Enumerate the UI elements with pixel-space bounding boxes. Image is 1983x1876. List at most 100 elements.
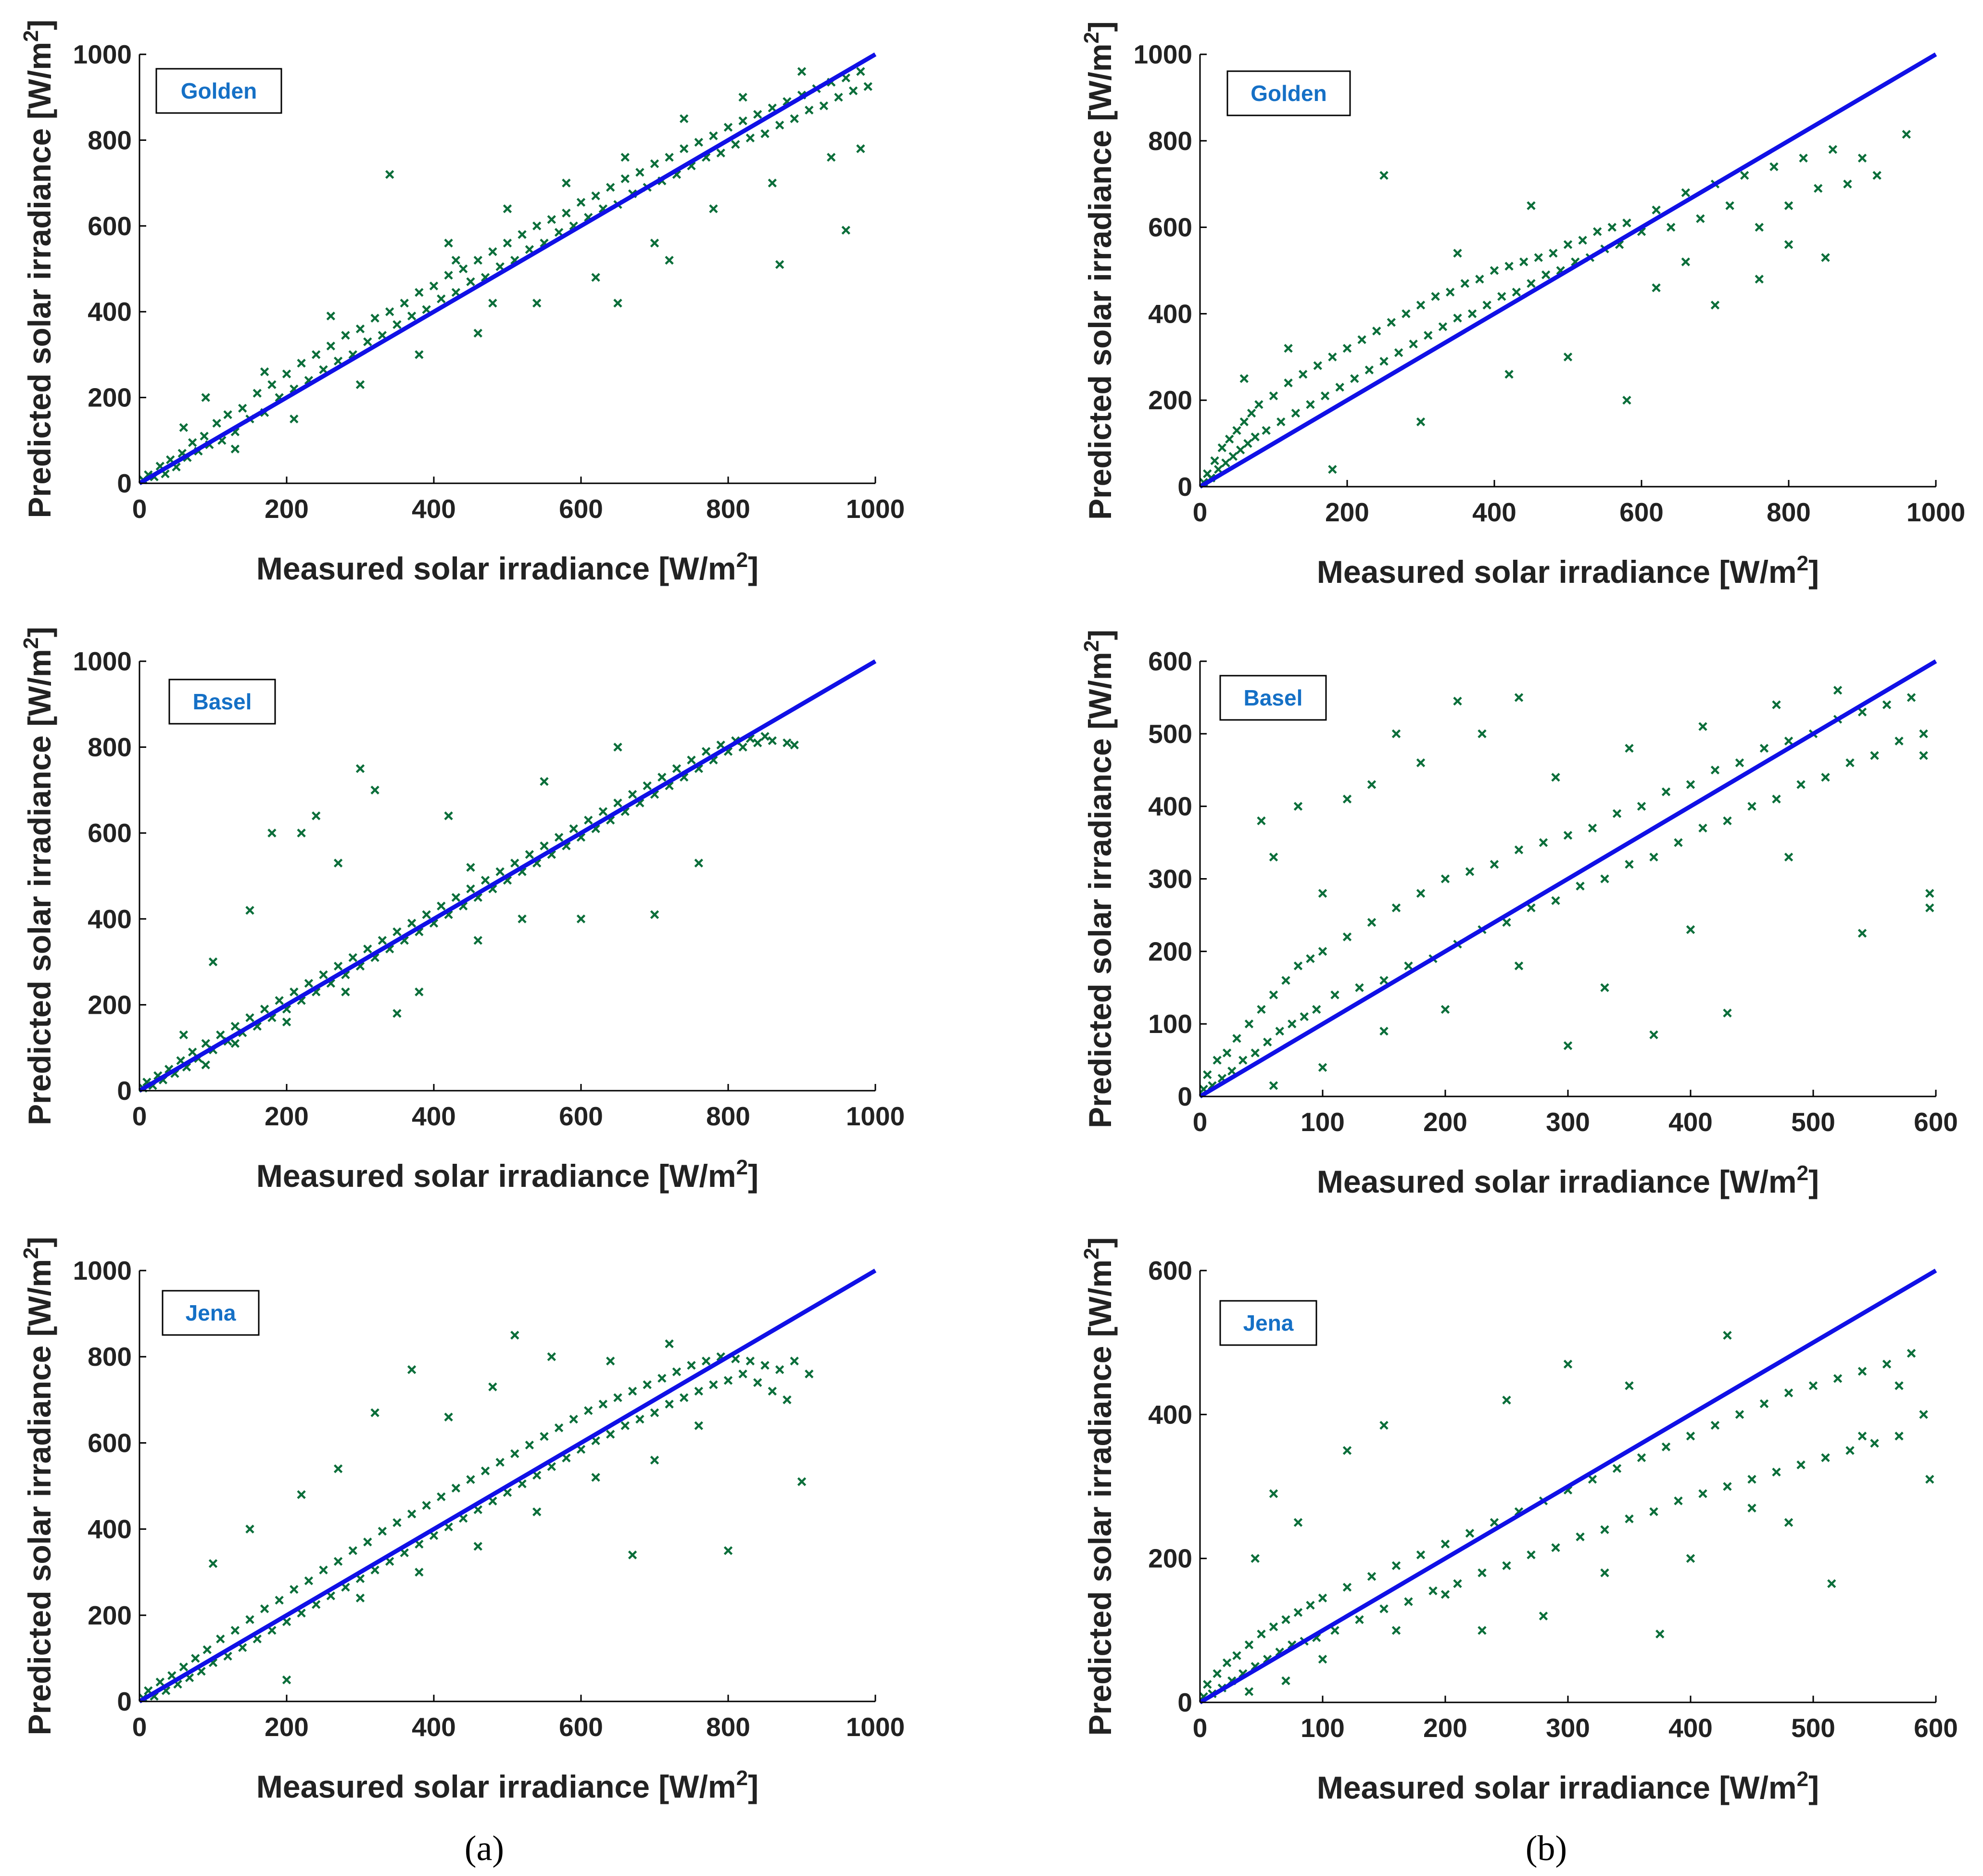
data-point — [1725, 201, 1734, 210]
data-point — [1243, 439, 1252, 448]
data-point — [1269, 1081, 1278, 1090]
data-point — [768, 1386, 777, 1396]
y-tick-label: 300 — [1148, 864, 1192, 894]
data-point — [1275, 1027, 1284, 1036]
data-point — [341, 331, 350, 340]
data-point — [238, 1643, 247, 1652]
legend-label: Jena — [1243, 1310, 1294, 1335]
data-point — [473, 936, 482, 945]
x-tick-label: 0 — [1193, 497, 1208, 527]
data-point — [1379, 976, 1389, 985]
data-point — [1563, 353, 1573, 362]
data-point — [188, 438, 197, 447]
legend-box — [168, 679, 276, 725]
data-point — [1293, 961, 1303, 970]
data-point — [312, 1600, 321, 1609]
data-point — [1453, 696, 1462, 706]
data-point — [547, 1462, 556, 1471]
data-point — [179, 1030, 188, 1040]
data-point — [1284, 344, 1293, 353]
data-point — [1342, 1446, 1352, 1455]
data-point — [1394, 348, 1403, 357]
data-point — [650, 1408, 659, 1417]
data-point — [745, 1356, 755, 1366]
data-point — [1478, 1568, 1487, 1577]
data-point — [1257, 1005, 1266, 1014]
data-point — [355, 324, 365, 334]
data-point — [775, 1365, 784, 1374]
y-tick-label: 0 — [117, 468, 132, 498]
data-point — [805, 105, 814, 115]
data-point — [1312, 1005, 1321, 1014]
data-point — [370, 314, 379, 323]
data-point — [1747, 1503, 1756, 1513]
data-point — [731, 1354, 740, 1363]
data-point — [1622, 218, 1631, 227]
y-tick-label: 200 — [88, 990, 132, 1020]
x-tick-label: 400 — [412, 1101, 456, 1131]
data-point — [1796, 1460, 1806, 1470]
y-axis-title: Predicted solar irradiance [W/m2] — [19, 627, 57, 1125]
data-point — [1299, 370, 1308, 379]
data-point — [1247, 408, 1256, 418]
data-point — [437, 1492, 446, 1501]
data-point — [863, 82, 872, 91]
x-tick-label: 0 — [132, 494, 147, 524]
data-point — [709, 1380, 718, 1389]
data-point — [282, 369, 291, 378]
data-point — [650, 239, 659, 248]
data-point — [687, 1360, 696, 1370]
data-point — [1747, 802, 1756, 811]
data-point — [1833, 1374, 1843, 1383]
data-point — [1367, 918, 1377, 927]
data-point — [1563, 1041, 1573, 1050]
data-point — [319, 1565, 328, 1574]
data-point — [1747, 1474, 1756, 1484]
data-point — [1236, 445, 1245, 454]
y-tick-label: 400 — [1148, 1399, 1192, 1429]
data-point — [1257, 1629, 1266, 1639]
data-point — [451, 288, 461, 297]
x-axis-title-text: Measured solar irradiance [W/m — [256, 551, 736, 586]
data-point — [1828, 145, 1837, 154]
data-point — [1391, 729, 1401, 739]
data-point — [319, 365, 328, 374]
data-point — [400, 299, 409, 308]
data-point — [1490, 1518, 1499, 1527]
data-point — [1549, 249, 1558, 258]
data-point — [341, 1583, 350, 1592]
data-point — [1686, 1432, 1695, 1441]
x-tick-label: 200 — [1423, 1107, 1467, 1137]
data-point — [1502, 918, 1511, 927]
data-point — [201, 1039, 210, 1048]
x-tick-label: 600 — [1914, 1713, 1958, 1743]
data-point — [385, 307, 394, 316]
data-point — [503, 1488, 512, 1497]
data-point — [1872, 171, 1882, 180]
x-tick-label: 500 — [1791, 1713, 1835, 1743]
x-axis-title: Measured solar irradiance [W/m2] — [1317, 1767, 1819, 1805]
data-point — [1318, 1063, 1327, 1072]
data-point — [1227, 1067, 1237, 1076]
data-point — [657, 1373, 667, 1383]
data-point — [1539, 1612, 1548, 1621]
data-point — [1534, 253, 1543, 262]
y-axis-title-close: ] — [1082, 630, 1118, 640]
data-point — [422, 910, 431, 919]
data-point — [672, 1367, 682, 1376]
data-point — [1674, 838, 1683, 847]
data-point — [245, 1013, 254, 1022]
y-tick-label: 800 — [1148, 126, 1192, 156]
data-point — [1328, 353, 1337, 362]
data-point — [1318, 1593, 1327, 1603]
data-point — [819, 101, 829, 111]
data-point — [1512, 288, 1521, 297]
data-point — [554, 1423, 564, 1433]
data-point — [355, 1574, 365, 1583]
y-tick-label: 600 — [1148, 646, 1192, 676]
data-point — [1318, 889, 1327, 898]
y-tick-label: 0 — [1177, 1082, 1192, 1111]
data-point — [1416, 758, 1426, 768]
data-point — [1372, 327, 1381, 336]
data-point — [238, 403, 247, 413]
